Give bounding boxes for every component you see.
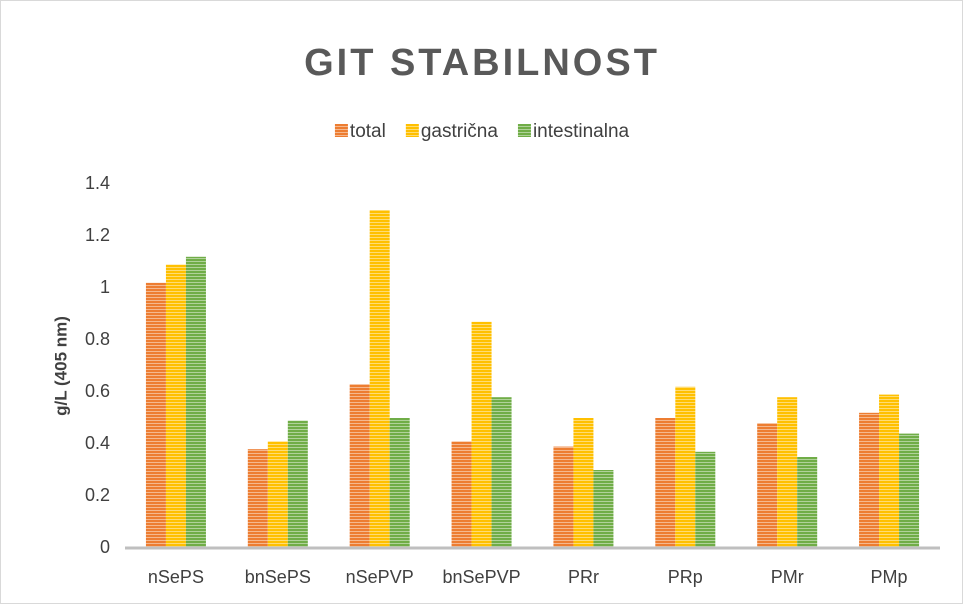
bar [349,384,370,548]
legend-label: gastrična [421,121,499,142]
bar [573,418,594,548]
x-tick-label: nSePVP [346,567,414,587]
x-tick-label: PMp [871,567,908,587]
bar [655,418,676,548]
bar [491,397,512,548]
bar [267,441,288,548]
bar [757,423,778,548]
bar [777,397,798,548]
bar [369,210,390,548]
bar [287,420,308,548]
bar [185,256,206,548]
y-tick-label: 0.6 [85,381,110,401]
bar [247,449,268,548]
bar [879,394,900,548]
legend: total gastrična intestinalna [334,121,630,142]
legend-swatch [405,124,419,137]
y-tick-label: 1 [100,277,110,297]
x-tick-label: bnSePS [245,567,311,587]
bar [165,264,186,548]
chart-title: GIT STABILNOST [304,42,660,84]
legend-label: intestinalna [533,121,630,142]
bar [675,386,696,548]
y-tick-label: 1.4 [85,173,110,193]
x-tick-label: PRr [568,567,599,587]
bar [859,412,880,548]
bar [451,441,472,548]
y-tick-label: 0 [100,537,110,557]
bar [553,446,574,548]
y-axis-label: g/L (405 nm) [51,316,70,416]
y-tick-label: 1.2 [85,225,110,245]
x-tick-label: nSePS [148,567,204,587]
bar [899,433,920,548]
bar [389,418,410,548]
bar [145,282,166,548]
y-tick-label: 0.4 [85,433,110,453]
x-tick-label: PRp [668,567,703,587]
x-tick-label: PMr [771,567,804,587]
bar [593,470,614,548]
legend-swatch [517,124,531,137]
x-tick-label: bnSePVP [443,567,521,587]
bar [695,451,716,548]
y-tick-label: 0.2 [85,485,110,505]
legend-label: total [350,121,386,142]
legend-swatch [334,124,348,137]
bar [471,321,492,548]
y-tick-label: 0.8 [85,329,110,349]
bar [797,457,818,548]
